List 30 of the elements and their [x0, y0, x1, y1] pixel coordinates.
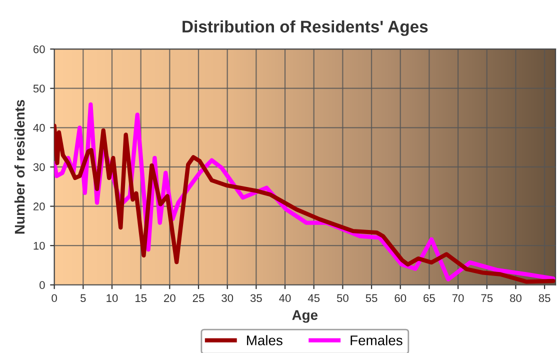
chart-title: Distribution of Residents' Ages [182, 20, 428, 36]
x-tick-label: 10 [106, 294, 118, 302]
y-tick-label: 30 [33, 163, 45, 172]
x-tick-label: 35 [250, 294, 262, 302]
x-tick-label: 80 [510, 294, 522, 302]
y-tick-label: 40 [33, 124, 45, 132]
x-tick-label: 75 [481, 294, 493, 302]
y-tick-label: 60 [34, 45, 45, 54]
x-tick-label: 0 [52, 294, 57, 302]
x-tick-label: 20 [164, 294, 176, 302]
x-tick-label: 25 [192, 294, 204, 302]
y-tick-label: 10 [34, 242, 45, 250]
y-tick-label: 0 [40, 281, 45, 290]
x-tick-label: 55 [366, 294, 378, 302]
x-tick-label: 40 [279, 294, 291, 302]
x-tick-label: 15 [136, 294, 147, 302]
legend-label: Females [350, 335, 402, 346]
x-axis-title: Age [292, 310, 318, 323]
x-tick-label: 60 [394, 294, 406, 302]
y-tick-label: 20 [33, 202, 45, 210]
x-tick-label: 45 [308, 294, 320, 302]
x-tick-label: 65 [424, 294, 435, 302]
y-axis-title: Number of residents [14, 100, 25, 234]
legend-label: Males [247, 335, 282, 346]
x-tick-label: 5 [80, 294, 86, 302]
x-tick-label: 50 [336, 294, 348, 302]
x-tick-label: 70 [452, 294, 464, 302]
x-tick-label: 30 [222, 294, 234, 302]
y-tick-label: 50 [33, 84, 45, 93]
x-tick-label: 85 [538, 294, 550, 302]
